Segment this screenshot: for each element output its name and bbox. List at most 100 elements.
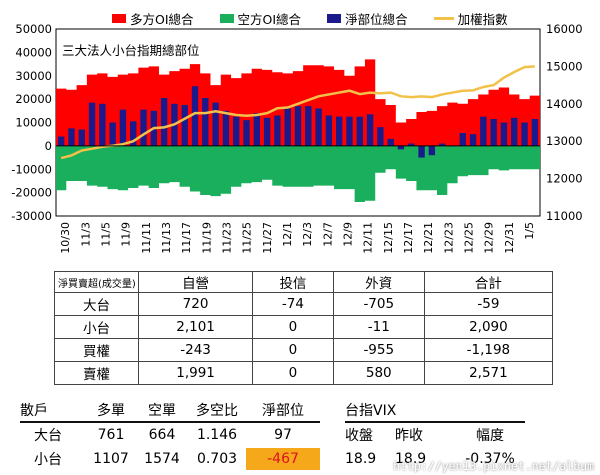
net-position-bar [284,108,291,146]
net-position-bar [263,117,271,146]
retail-cell: 97 [274,427,292,443]
net-position-bar [57,136,65,146]
vix-block: 台指VIX 收盤 昨收 幅度 18.9 18.9 -0.37% [345,399,545,471]
y-left-tick-label: 0 [45,139,52,153]
retail-header-cell: 多空比 [196,403,238,419]
legend-swatch-net [327,13,342,23]
y-left-tick-label: 30000 [15,69,52,83]
net-position-bar [305,106,312,146]
retail-header-row: 散戶 多單 空單 多空比 淨部位 [20,399,320,423]
x-tick-label: 10/30 [59,222,72,254]
retail-cell: 664 [148,427,176,443]
table-row: 賣權 1,991 0 580 2,571 [54,361,554,385]
legend-item-index: 加權指數 [433,10,508,27]
legend-label-short: 空方OI總合 [237,11,302,27]
retail-row: 小台 1107 1574 0.703 -467 [20,447,320,471]
table-header-cell: 外資 [332,271,425,293]
table-row-label: 買權 [54,338,139,362]
retail-net-highlight-cell: -467 [246,448,320,470]
net-position-bar [78,129,85,146]
legend-item-short: 空方OI總合 [219,10,302,27]
table-cell: -1,198 [423,338,554,362]
net-position-bar [356,116,363,146]
y-left-tick-label: 20000 [15,92,52,106]
x-tick-label: 12/11 [362,222,375,254]
table-cell: 2,101 [137,315,254,339]
x-tick-label: 12/7 [321,222,334,247]
net-position-bar [109,122,116,146]
net-position-bar [521,122,528,146]
y-left-tick-label: 50000 [15,22,52,36]
net-position-bar [428,145,436,156]
x-tick-label: 12/25 [462,222,475,254]
table-cell: 0 [252,361,334,385]
legend-item-net: 淨部位總合 [327,10,408,27]
net-position-bar [202,97,209,146]
vix-value-prev-close: 18.9 [395,451,427,467]
table-cell: -243 [137,338,254,362]
institutional-net-table: 淨買賣超(成交量) 自營 投信 外資 合計 大台 720 -74 -705 -5… [54,271,554,385]
table-cell: 0 [252,338,334,362]
legend-label-index: 加權指數 [457,11,508,27]
x-tick-label: 11/19 [200,222,213,254]
x-tick-label: 11/23 [220,222,233,254]
legend-item-long: 多方OI總合 [112,10,194,27]
vix-title: 台指VIX [345,399,525,423]
x-tick-label: 12/31 [503,222,516,254]
net-position-bar [480,116,487,146]
table-corner-label: 淨買賣超(成交量) [54,271,139,293]
x-tick-label: 12/21 [422,222,435,254]
vix-value-change: -0.37% [465,451,515,467]
retail-header-cell: 空單 [148,403,176,419]
vix-value-row: 18.9 18.9 -0.37% [345,447,545,471]
vix-value-close: 18.9 [345,451,377,467]
table-row-label: 大台 [54,292,139,316]
x-tick-label: 12/23 [442,222,455,254]
net-position-bar [438,143,446,146]
x-tick-label: 12/15 [382,222,395,254]
y-right-tick-label: 15000 [546,59,583,73]
table-row-label: 小台 [54,315,139,339]
net-position-bar [397,145,405,150]
net-position-bar [377,127,384,146]
table-cell: -74 [252,292,334,316]
net-position-bar [253,113,261,146]
x-tick-label: 11/27 [261,222,274,254]
x-tick-label: 11/25 [241,222,254,254]
legend-label-long: 多方OI總合 [130,11,194,27]
net-position-bar [511,117,518,146]
net-position-bar [469,134,477,146]
table-cell: 2,090 [423,315,554,339]
retail-cell: 1107 [93,451,129,467]
net-position-bar [160,97,168,146]
net-position-bar [387,138,394,146]
net-position-bar [88,102,96,146]
x-tick-label: 11/17 [180,222,193,254]
chart-title: 三大法人小台指期總部位 [62,43,200,58]
x-tick-label: 12/3 [301,222,314,247]
table-cell: -59 [423,292,554,316]
short-oi-area [56,145,540,202]
net-position-bar [191,86,199,146]
retail-row-label: 大台 [34,428,62,444]
net-position-bar [294,106,302,146]
retail-header-cell: 淨部位 [262,403,304,419]
retail-header-cell: 散戶 [20,403,48,419]
legend-swatch-long [112,13,126,23]
net-position-bar [119,109,127,146]
vix-header-cell: 收盤 [345,428,373,444]
y-left-tick-label: -30000 [11,209,52,223]
table-cell: 580 [332,361,425,385]
retail-cell: 761 [97,427,125,443]
chart-svg: -30000 -20000 -10000 0 10000 20000 30000 40000 5… [11,22,583,254]
x-tick-label: 12/29 [483,222,496,254]
table-row: 小台 2,101 0 -11 2,090 [54,315,554,339]
retail-row: 大台 761 664 1.146 97 [20,423,320,447]
table-cell: 1,991 [137,361,254,385]
y-left-tick-label: -20000 [11,186,52,200]
table-row-label: 賣權 [54,361,139,385]
net-position-bar [140,109,147,146]
vix-header-row: 收盤 昨收 幅度 [345,423,545,447]
net-position-bar [500,122,508,146]
table-row: 大台 720 -74 -705 -59 [54,292,554,316]
